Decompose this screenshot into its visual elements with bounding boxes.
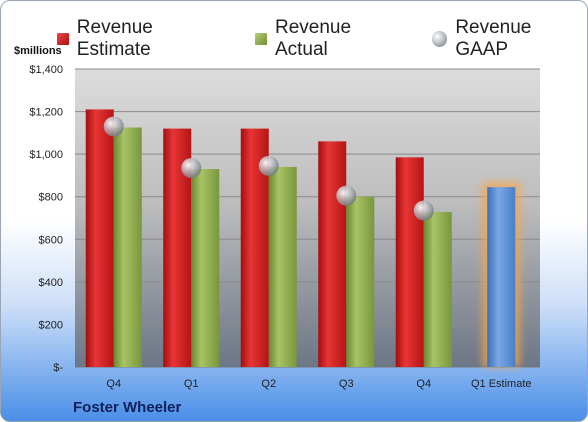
x-tick-label: Q1 Estimate: [471, 378, 532, 390]
y-tick-label: $1,000: [29, 149, 63, 161]
y-tick-label: $-: [53, 362, 63, 374]
y-axis-unit-label: $millions: [14, 45, 62, 57]
bar-revenue-estimate: [318, 141, 347, 367]
legend-label-gaap: Revenue GAAP: [455, 17, 532, 60]
bar-revenue-estimate: [395, 157, 424, 367]
company-name: Foster Wheeler: [73, 399, 182, 416]
bar-revenue-actual: [346, 196, 375, 367]
legend-label-estimate: Revenue Estimate: [76, 17, 153, 60]
y-tick-label: $600: [39, 234, 63, 246]
marker-revenue-gaap: [103, 116, 124, 137]
bar-q1-estimate: [487, 187, 516, 367]
marker-revenue-gaap: [413, 200, 434, 221]
bar-revenue-actual: [113, 127, 142, 368]
x-tick-label: Q2: [261, 378, 276, 390]
legend-item-estimate: Revenue Estimate: [57, 17, 229, 61]
plot-area: [75, 69, 540, 367]
legend-item-gaap: Revenue GAAP: [431, 17, 587, 61]
marker-revenue-gaap: [258, 155, 279, 176]
legend: Revenue Estimate Revenue Actual Revenue …: [57, 17, 587, 61]
gaap-swatch: [431, 31, 448, 47]
y-tick-label: $200: [39, 319, 63, 331]
estimate-swatch: [57, 33, 69, 45]
y-tick-label: $1,400: [29, 64, 63, 76]
x-tick-label: Q4: [416, 378, 431, 390]
bar-revenue-actual: [191, 169, 220, 367]
y-tick-label: $800: [39, 192, 63, 204]
x-tick-label: Q1: [184, 378, 199, 390]
legend-label-actual: Revenue Actual: [274, 17, 352, 60]
marker-revenue-gaap: [181, 157, 202, 178]
actual-swatch: [255, 33, 267, 45]
x-tick-label: Q4: [106, 378, 121, 390]
x-tick-label: Q3: [339, 378, 354, 390]
legend-item-actual: Revenue Actual: [255, 17, 405, 61]
bar-revenue-estimate: [85, 109, 114, 367]
bar-revenue-actual: [268, 166, 297, 367]
y-tick-label: $400: [39, 277, 63, 289]
marker-revenue-gaap: [336, 185, 357, 206]
y-tick-label: $1,200: [29, 107, 63, 119]
bar-revenue-actual: [423, 212, 452, 367]
